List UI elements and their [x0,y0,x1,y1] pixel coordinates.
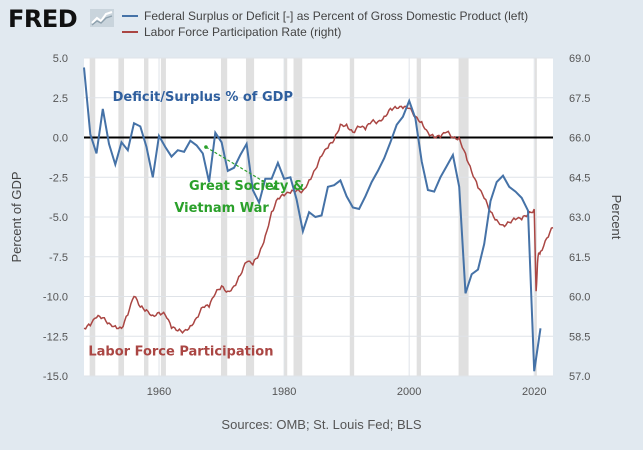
y-tick-left-7: -12.5 [43,331,68,343]
legend: Federal Surplus or Deficit [-] as Percen… [122,8,528,40]
annotation-arrow-line [205,146,279,191]
legend-label-deficit: Federal Surplus or Deficit [-] as Percen… [144,9,529,23]
y-tick-left-6: -10.0 [43,292,68,304]
y-tick-left-4: -5.0 [49,212,68,224]
y-tick-right-8: 57.0 [569,371,590,383]
y-tick-right-5: 61.5 [569,252,590,264]
y-tick-left-5: -7.5 [49,252,68,264]
y-tick-left-8: -15.0 [43,371,68,383]
source-note: Sources: OMB; St. Louis Fed; BLS [221,417,422,432]
y-tick-right-2: 66.0 [569,133,590,145]
y-tick-right-1: 67.5 [569,93,590,105]
y-tick-right-6: 60.0 [569,292,590,304]
chart-icon [90,9,114,27]
y-tick-right-4: 63.0 [569,212,590,224]
series-line-participation[interactable] [83,105,554,334]
annotation-2: Vietnam War [174,201,269,216]
y-tick-right-0: 69.0 [569,53,590,65]
legend-item-participation[interactable]: Labor Force Participation Rate (right) [122,24,528,40]
legend-swatch-deficit [122,15,138,17]
tick-labels: 5.0 69.0 2.5 67.5 0.0 66.0 -2.5 64.5 -5.0 63.0 -7.… [43,53,591,398]
annotation-3: Labor Force Participation [88,344,273,359]
x-tick-2: 2000 [397,386,421,398]
legend-item-deficit[interactable]: Federal Surplus or Deficit [-] as Percen… [122,8,528,24]
y-tick-left-3: -2.5 [49,172,68,184]
annotation-1: Great Society & [189,179,304,194]
annotations: Deficit/Surplus % of GDP Great Society & V… [88,90,304,359]
legend-label-participation: Labor Force Participation Rate (right) [144,25,342,39]
fred-logo[interactable]: FRED [8,5,118,35]
y-tick-left-0: 5.0 [53,53,68,65]
legend-swatch-participation [122,31,138,33]
y-axis-label-left: Percent of GDP [9,171,24,262]
x-tick-1: 1980 [272,386,296,398]
annotation-arrow-start [204,145,208,149]
annotation-0: Deficit/Surplus % of GDP [113,90,293,105]
y-axis-label-right: Percent [609,195,624,240]
annotation-arrow-head [271,184,278,190]
y-tick-right-3: 64.5 [569,172,590,184]
series-line-deficit[interactable] [83,67,542,372]
fred-logo-text: FRED [8,5,78,33]
x-tick-3: 2020 [522,386,546,398]
y-tick-left-2: 0.0 [53,133,68,145]
y-tick-left-1: 2.5 [53,93,68,105]
x-tick-0: 1960 [147,386,171,398]
y-tick-right-7: 58.5 [569,331,590,343]
